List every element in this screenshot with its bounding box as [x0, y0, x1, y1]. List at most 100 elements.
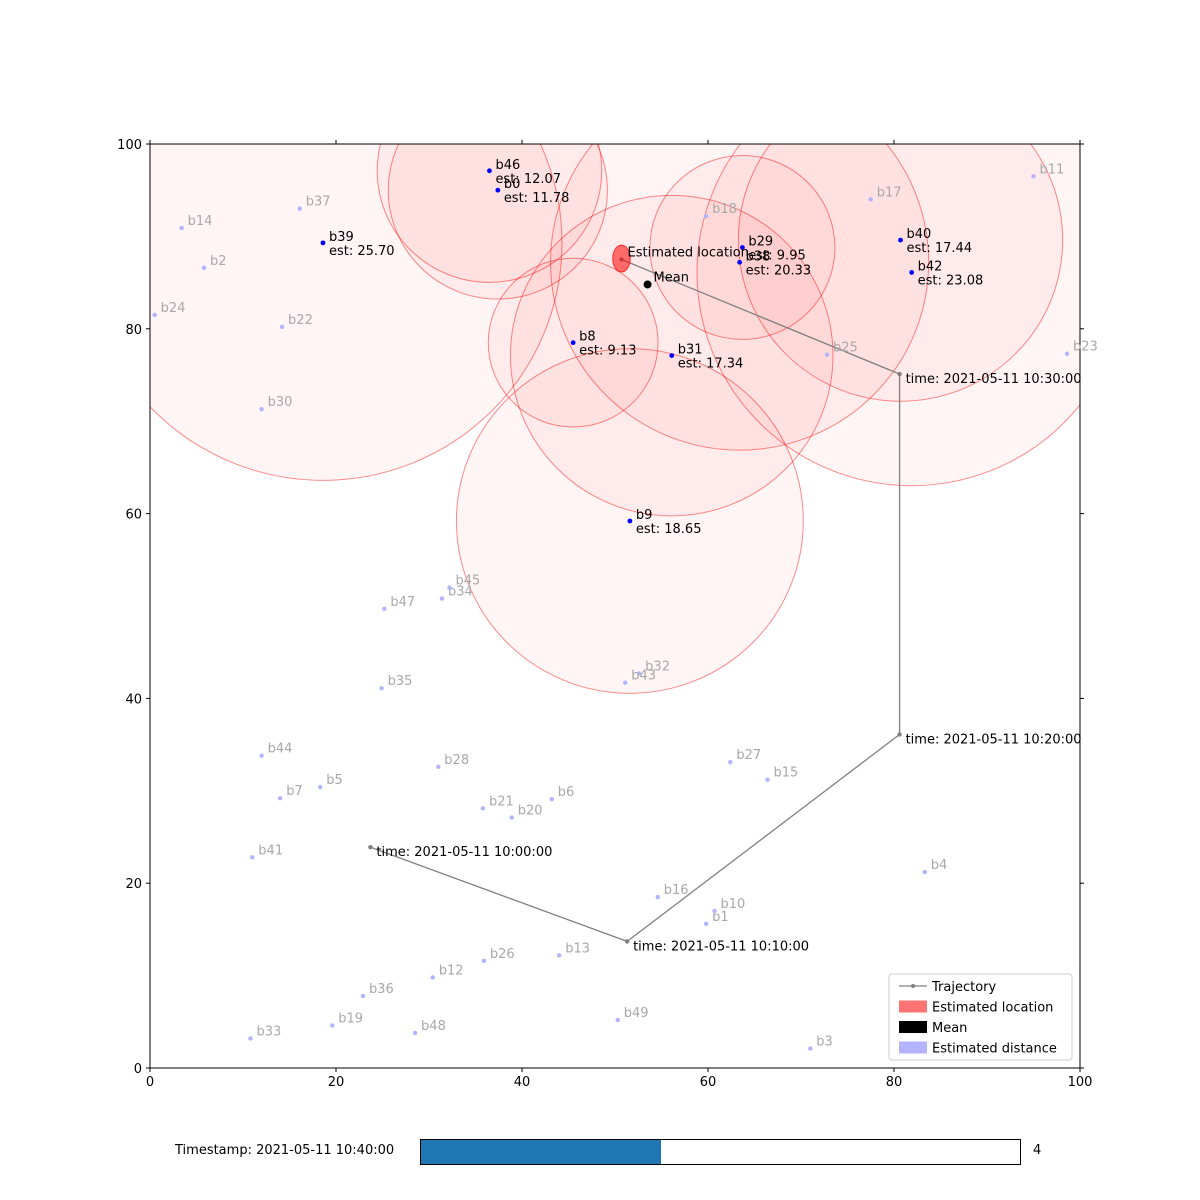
y-tick-label: 0: [134, 1062, 142, 1077]
beacon-point-b20: [509, 815, 514, 820]
trajectory-point: [897, 732, 902, 737]
beacon-label-b49: b49: [624, 1006, 649, 1021]
beacon-point-b22: [279, 324, 285, 330]
y-tick-label: 100: [117, 138, 142, 153]
x-tick-label: 0: [146, 1075, 154, 1090]
beacon-estimate-b38: est: 20.33: [746, 263, 812, 278]
beacon-point-b19: [330, 1023, 335, 1028]
beacon-label-b25: b25: [833, 341, 858, 356]
beacon-point-b9: [627, 518, 633, 524]
beacon-label-b12: b12: [439, 963, 464, 978]
beacon-estimate-b39: est: 25.70: [329, 244, 395, 259]
beacon-label-b35: b35: [388, 674, 413, 689]
beacon-point-b39: [320, 240, 326, 246]
beacon-point-b30: [259, 406, 264, 412]
beacon-estimate-b40: est: 17.44: [907, 241, 973, 256]
beacon-point-b18: [703, 213, 709, 219]
beacon-point-b5: [317, 784, 323, 790]
beacon-point-b37: [297, 206, 302, 211]
beacon-label-b3: b3: [816, 1035, 833, 1050]
beacon-localization-chart: 0 20 40 60 80 100 0 20 40 60 80 100 time: 2021-05-1…: [117, 138, 1098, 1090]
beacon-label-b8: b8: [579, 330, 596, 345]
beacon-estimate-b29: est: 9.95: [748, 248, 805, 263]
beacon-estimate-b0: est: 11.78: [504, 191, 570, 206]
mean-marker: [643, 280, 652, 289]
distance-circle-b40: [737, 144, 1064, 402]
beacon-label-b9: b9: [636, 508, 653, 523]
beacon-label-b0: b0: [504, 177, 521, 192]
legend-handle-trajectory-marker: [911, 984, 915, 988]
y-tick-label: 80: [125, 323, 142, 338]
beacon-point-b44: [259, 753, 264, 758]
beacon-point-b48: [412, 1030, 418, 1036]
beacon-point-b46: [487, 168, 492, 174]
beacon-label-b24: b24: [161, 301, 186, 316]
beacon-label-b10: b10: [721, 897, 746, 912]
beacon-label-b39: b39: [329, 230, 354, 245]
beacon-point-b0: [495, 187, 501, 193]
y-tick-label: 20: [125, 877, 142, 892]
beacons: b1 b2 b3 b4 b5 b6 b7 b10 b11 b12 b13 b14 b15 b16 b17 b1…: [152, 158, 1098, 1051]
beacon-point-b36: [360, 993, 366, 999]
beacon-point-b6: [549, 796, 554, 802]
beacon-point-b12: [430, 975, 435, 980]
beacon-point-b35: [379, 686, 384, 691]
beacon-label-b48: b48: [421, 1019, 446, 1034]
beacon-label-b20: b20: [518, 804, 543, 819]
beacon-estimate-b42: est: 23.08: [918, 273, 984, 288]
beacon-point-b33: [248, 1036, 253, 1041]
beacon-point-b38: [737, 259, 743, 265]
beacon-point-b26: [481, 958, 487, 964]
beacon-label-b45: b45: [455, 574, 480, 589]
timestamp-slider-value: 4: [1033, 1143, 1042, 1158]
beacon-estimate-b46: est: 12.07: [495, 172, 561, 187]
trajectory-point: [624, 939, 630, 944]
beacon-estimate-b9: est: 18.65: [636, 522, 702, 537]
beacon-label-b27: b27: [736, 748, 761, 763]
legend-label: Trajectory: [931, 980, 996, 995]
beacon-point-b28: [436, 764, 441, 769]
estimated-location-label: Estimated location: [628, 246, 749, 261]
timestamp-label: Timestamp: 2021-05-11 10:40:00: [175, 1143, 395, 1158]
beacon-point-b7: [278, 795, 283, 801]
x-tick-label: 20: [328, 1075, 345, 1090]
beacon-label-b23: b23: [1073, 340, 1098, 355]
distance-circle-b39: [150, 144, 563, 481]
beacon-point-b31: [669, 353, 675, 358]
beacon-label-b21: b21: [489, 794, 514, 809]
beacon-point-b49: [615, 1017, 620, 1023]
beacon-point-b29: [740, 245, 745, 250]
beacon-point-b23: [1064, 351, 1070, 356]
beacon-point-b13: [557, 953, 562, 958]
beacon-point-b47: [382, 606, 387, 611]
beacon-label-b43: b43: [631, 669, 656, 684]
beacon-label-b29: b29: [748, 234, 773, 249]
beacon-label-b2: b2: [210, 254, 227, 269]
beacon-point-b16: [655, 894, 660, 900]
beacon-point-b43: [623, 680, 628, 685]
beacon-label-b22: b22: [288, 313, 313, 328]
y-tick-label: 60: [125, 508, 142, 523]
legend-label: Mean: [932, 1021, 967, 1036]
beacon-label-b1: b1: [712, 910, 729, 925]
beacon-label-b44: b44: [268, 742, 293, 757]
beacon-label-b41: b41: [258, 843, 283, 858]
timestamp-slider[interactable]: [420, 1139, 1021, 1165]
beacon-point-b4: [922, 869, 927, 875]
trajectory-time-label: time: 2021-05-11 10:30:00: [906, 372, 1082, 387]
beacon-label-b16: b16: [664, 883, 689, 898]
beacon-point-b34: [439, 596, 445, 601]
beacon-estimate-b31: est: 17.34: [678, 357, 744, 372]
beacon-point-b14: [179, 225, 184, 231]
beacon-label-b31: b31: [678, 343, 703, 358]
beacon-label-b37: b37: [306, 195, 331, 210]
beacon-label-b13: b13: [565, 941, 590, 956]
beacon-label-b11: b11: [1040, 162, 1065, 177]
beacon-point-b27: [728, 759, 733, 765]
beacon-point-b21: [480, 806, 486, 811]
legend-box: [888, 973, 1073, 1061]
beacon-label-b32: b32: [645, 659, 670, 674]
trajectory-time-label: time: 2021-05-11 10:20:00: [906, 732, 1082, 747]
legend-handle-mean: [899, 1021, 927, 1033]
beacon-point-b17: [868, 197, 873, 202]
